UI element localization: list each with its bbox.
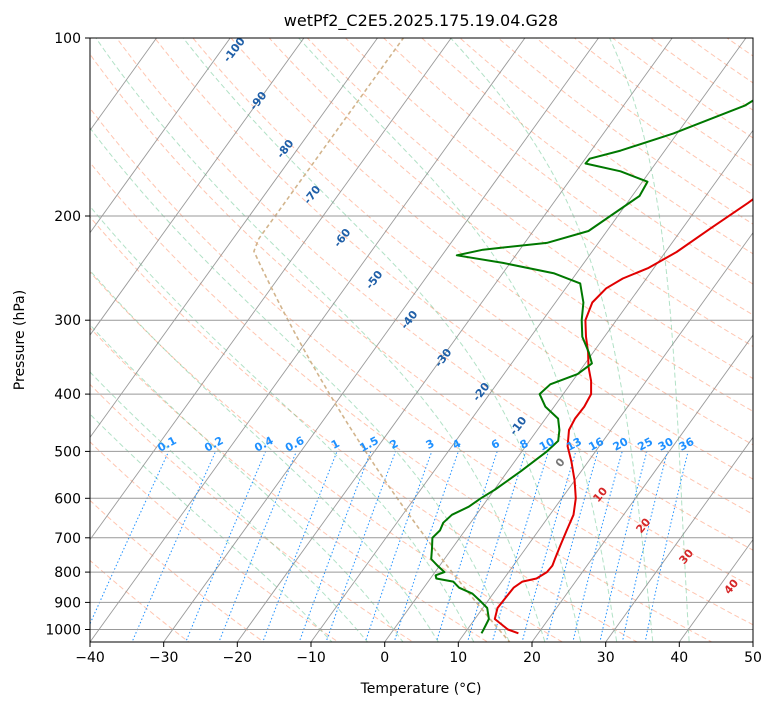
mixing-ratio-line [621,451,668,642]
dry-adiabat-line [90,327,489,642]
sounding-profiles [430,99,753,635]
dry-adiabat-line [230,38,753,446]
mixing-ratio-label: 20 [611,435,631,454]
y-tick-label: 1000 [45,623,81,639]
dry-adiabat-line [90,383,414,642]
dry-adiabat-line [421,38,753,285]
x-tick-label: −20 [223,650,253,666]
x-axis: −40 −30 −20 −10 0 10 20 30 40 50 [75,642,762,666]
mixing-ratio-line [218,451,297,642]
moist-adiabat-line [90,324,404,642]
y-tick-label: 600 [54,491,81,507]
dry-adiabat-line [154,38,753,515]
isotherm-line [310,38,747,642]
mixing-ratio-line [262,451,338,642]
mixing-ratio-line [185,451,267,642]
dry-adiabat-line [382,38,753,316]
mixing-ratio-label: 10 [537,435,557,454]
mixing-ratio-line [599,451,648,642]
moist-adiabat-line [90,127,510,642]
y-tick-label: 900 [54,595,81,611]
mixing-ratio-line [364,451,433,642]
plot-frame [89,37,754,643]
isotherm-line [90,38,526,642]
chart-title: wetPf2_C2E5.2025.175.19.04.G28 [284,11,558,31]
y-tick-label: 300 [54,313,81,329]
x-tick-label: 50 [744,650,762,666]
dry-adiabat-line [90,216,639,642]
standard-atmosphere-line [253,38,511,642]
dry-adiabat-line [192,38,753,480]
x-tick-label: 30 [597,650,615,666]
moist-adiabat-line [90,269,439,642]
mixing-ratio-line [521,451,577,642]
dry-adiabat-line [306,38,753,380]
mixing-ratio-line [325,451,397,642]
moist-adiabat-line [90,413,333,642]
y-axis: 1000 900 800 700 600 500 400 300 200 100 [45,31,90,639]
mixing-ratio-label: 13 [564,435,584,454]
mixing-ratio-label: 16 [586,435,606,454]
isotherm-line [90,38,452,541]
pressure-grid [90,38,753,630]
mixing-ratio-label: 36 [677,435,697,454]
dry-adiabat-line [573,38,753,167]
x-tick-label: −40 [75,650,105,666]
y-tick-label: 800 [54,565,81,581]
moist-adiabat-line [95,38,546,642]
sounding-series-line [430,99,753,634]
dry-adiabat-line [611,38,753,139]
isotherm-line [236,38,673,642]
y-tick-label: 400 [54,387,81,403]
mixing-ratio-line [644,451,689,642]
dry-adiabat-line [90,161,713,642]
moist-adiabat-line [182,38,582,642]
x-tick-label: 0 [380,650,389,666]
mixing-ratio-line [393,451,459,642]
isotherm-line [90,38,305,336]
dry-adiabat-line [90,271,564,642]
moist-adiabat-line [90,205,475,642]
mixing-ratio-label: 30 [656,435,676,454]
y-tick-label: 500 [54,444,81,460]
sounding-series-line [493,198,753,635]
dry-adiabat-line [268,38,753,412]
mixing-ratio-label: 25 [635,435,655,454]
mixing-ratio-line [90,451,170,626]
dry-adiabat-line [459,38,753,255]
x-tick-label: 40 [670,650,688,666]
isotherm-line [531,334,753,642]
y-tick-label: 700 [54,531,81,547]
y-tick-label: 100 [54,31,81,47]
isotherm-line [457,231,753,642]
dry-adiabat-line [90,53,753,588]
isotherm-line [605,436,753,642]
mixing-ratio-line [572,451,623,642]
moist-adiabat-line [609,38,690,642]
x-tick-label: 20 [523,650,541,666]
mixing-ratio-line [545,451,599,642]
isotherm-line [163,38,599,642]
isotherm-line [90,38,231,234]
dry-adiabat-line [90,107,753,626]
moist-adiabat-line [298,38,618,642]
y-axis-label: Pressure (hPa) [12,290,28,390]
x-tick-label: −10 [296,650,326,666]
x-tick-label: 10 [449,650,467,666]
background-reference-lines [90,38,753,642]
x-tick-label: −30 [149,650,179,666]
mixing-ratio-line [298,451,372,642]
y-tick-label: 200 [54,209,81,225]
isotherm-line [384,129,753,642]
dry-adiabat-line [115,38,753,551]
x-axis-label: Temperature (°C) [360,681,482,697]
isotherm-line [90,38,378,439]
isotherm-line [678,538,753,642]
